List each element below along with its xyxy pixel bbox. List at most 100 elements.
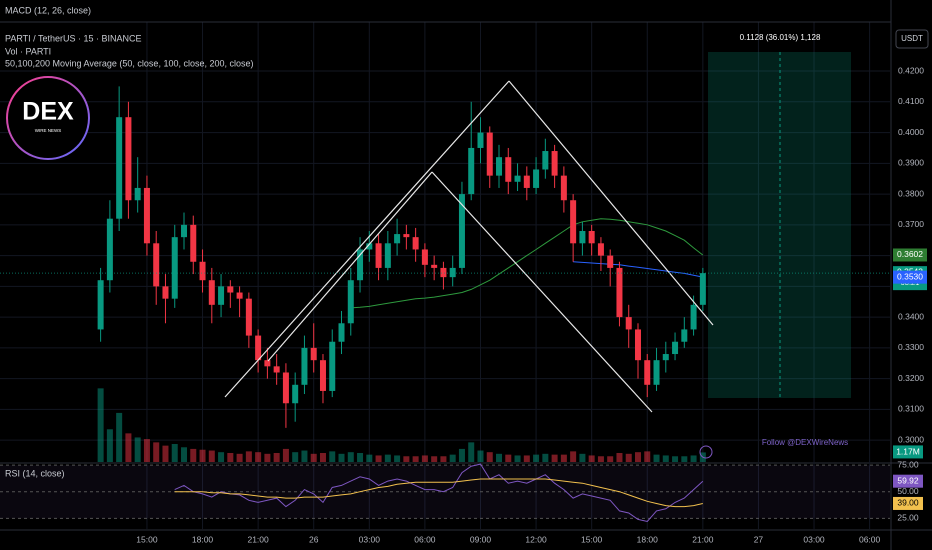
candle-body bbox=[384, 243, 391, 268]
candle-body bbox=[570, 200, 577, 244]
volume bbox=[97, 388, 706, 462]
y-tick-label: 0.3800 bbox=[898, 188, 924, 198]
volume-bar bbox=[662, 455, 669, 462]
candle-body bbox=[616, 267, 623, 318]
candle-body bbox=[125, 117, 132, 201]
candle-body bbox=[153, 243, 160, 287]
logo-subtext: WIRE NEWS bbox=[35, 128, 62, 133]
moving-average bbox=[350, 218, 704, 309]
rsi-ma-badge-label: 39.00 bbox=[897, 498, 919, 508]
volume-bar bbox=[245, 451, 252, 462]
volume-bar bbox=[421, 455, 428, 462]
volume-bar bbox=[301, 450, 308, 462]
candle-body bbox=[255, 335, 262, 361]
price-marker bbox=[893, 270, 927, 284]
volume-bar bbox=[403, 456, 410, 462]
y-tick-label: 0.3700 bbox=[898, 219, 924, 229]
volume-bar bbox=[255, 452, 262, 462]
volume-bar bbox=[329, 451, 336, 462]
x-tick-label: 21:00 bbox=[247, 534, 269, 544]
volume-bar bbox=[236, 453, 243, 462]
candle-body bbox=[366, 243, 373, 250]
volume-bar bbox=[588, 455, 595, 462]
volume-bar bbox=[449, 454, 456, 462]
volume-bar bbox=[533, 454, 540, 462]
volume-bar bbox=[227, 453, 234, 462]
candle-body bbox=[560, 175, 567, 201]
volume-bar bbox=[125, 433, 132, 462]
volume-bar bbox=[653, 454, 660, 462]
candle-body bbox=[301, 347, 308, 385]
logo-text: DEX bbox=[22, 98, 74, 126]
x-tick-label: 18:00 bbox=[192, 534, 214, 544]
candle-body bbox=[329, 341, 336, 391]
volume-bar bbox=[412, 456, 419, 462]
volume-bar bbox=[607, 456, 614, 462]
volume-bar bbox=[644, 451, 651, 462]
volume-bar bbox=[560, 454, 567, 462]
candle-body bbox=[227, 286, 234, 293]
candle-body bbox=[282, 372, 289, 404]
candle-body bbox=[245, 298, 252, 336]
candle-body bbox=[421, 249, 428, 265]
y-tick-label: 0.4200 bbox=[898, 65, 924, 75]
candle-body bbox=[431, 264, 438, 268]
volume-bar bbox=[199, 449, 206, 462]
x-tick-label: 12:00 bbox=[525, 534, 547, 544]
x-tick-label: 09:00 bbox=[470, 534, 492, 544]
candle-body bbox=[597, 243, 604, 256]
candle-body bbox=[662, 354, 669, 361]
volume-bar bbox=[338, 453, 345, 462]
currency[interactable]: USDT bbox=[901, 34, 923, 43]
candle-body bbox=[199, 261, 206, 281]
rsi-title: RSI (14, close) bbox=[5, 468, 65, 478]
price-marker-label: 0.3602 bbox=[897, 249, 923, 259]
candle-body bbox=[273, 366, 280, 373]
trend-line bbox=[508, 80, 714, 326]
volume-bar bbox=[514, 455, 521, 462]
x-tick-label: 18:00 bbox=[637, 534, 659, 544]
candle-body bbox=[653, 360, 660, 385]
candle-body bbox=[625, 317, 632, 330]
y-tick-label: 0.3100 bbox=[898, 404, 924, 414]
volume-bar bbox=[97, 388, 104, 462]
x-tick-label: 15:00 bbox=[581, 534, 603, 544]
volume-bar bbox=[579, 453, 586, 462]
x-tick-label: 26 bbox=[309, 534, 319, 544]
volume-bar bbox=[162, 445, 169, 462]
volume-bar bbox=[616, 453, 623, 462]
volume-bar bbox=[181, 447, 188, 462]
currency-box[interactable] bbox=[895, 29, 929, 49]
candle-body bbox=[672, 341, 679, 355]
candle-body bbox=[171, 237, 178, 299]
candle-body bbox=[190, 224, 197, 262]
volume-bar bbox=[357, 453, 364, 462]
candle-body bbox=[106, 218, 113, 281]
volume-bar bbox=[690, 455, 697, 462]
volume-bar bbox=[347, 452, 354, 462]
volume-bar bbox=[134, 437, 141, 462]
alert-icon[interactable] bbox=[699, 445, 713, 459]
x-tick-label: 15:00 bbox=[136, 534, 158, 544]
volume-bar bbox=[551, 454, 558, 462]
volume-bar bbox=[143, 439, 150, 462]
rsi-ma-line bbox=[174, 478, 703, 508]
rsi-pane bbox=[0, 463, 890, 523]
trend-line bbox=[267, 171, 433, 362]
trend-lines bbox=[224, 80, 714, 413]
candle-body bbox=[375, 243, 382, 268]
volume-bar bbox=[681, 456, 688, 462]
candle-body bbox=[523, 175, 530, 188]
candle-body bbox=[486, 132, 493, 176]
x-tick-label: 06:00 bbox=[414, 534, 436, 544]
candle-body bbox=[551, 151, 558, 176]
candle-body bbox=[181, 224, 188, 238]
volume-bar bbox=[496, 453, 503, 462]
volume-bar bbox=[672, 456, 679, 462]
volume-bar bbox=[264, 453, 271, 462]
position-label: 0.1128 (36.01%) 1,128 bbox=[740, 33, 821, 42]
candle-body bbox=[505, 157, 512, 182]
candle-body bbox=[116, 117, 123, 219]
candle-body bbox=[338, 323, 345, 342]
candle-body bbox=[97, 280, 104, 330]
